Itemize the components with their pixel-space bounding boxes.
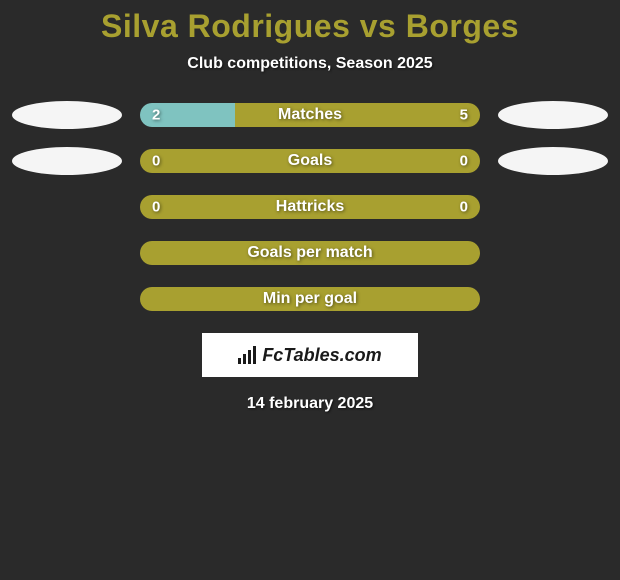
stat-value-right: 0	[460, 199, 468, 216]
stat-label: Goals per match	[247, 244, 372, 262]
spacer	[12, 193, 122, 221]
stat-row: 0 0 Goals	[0, 149, 620, 173]
player-left-marker	[12, 101, 122, 129]
player-left-marker	[12, 147, 122, 175]
stat-row: 0 0 Hattricks	[0, 195, 620, 219]
stat-row: Min per goal	[0, 287, 620, 311]
stat-value-left: 0	[152, 199, 160, 216]
stat-bar: 0 0 Goals	[140, 149, 480, 173]
stat-label: Goals	[288, 152, 332, 170]
spacer	[498, 193, 608, 221]
spacer	[12, 239, 122, 267]
player-right-marker	[498, 101, 608, 129]
spacer	[12, 285, 122, 313]
stat-value-left: 2	[152, 107, 160, 124]
stat-bar: 0 0 Hattricks	[140, 195, 480, 219]
page-title: Silva Rodrigues vs Borges	[0, 8, 620, 45]
logo-box: FcTables.com	[202, 333, 418, 377]
spacer	[498, 285, 608, 313]
stat-value-right: 5	[460, 107, 468, 124]
stat-label: Matches	[278, 106, 342, 124]
stat-value-left: 0	[152, 153, 160, 170]
stat-row: Goals per match	[0, 241, 620, 265]
stat-label: Min per goal	[263, 290, 357, 308]
stat-row: 2 5 Matches	[0, 103, 620, 127]
stat-label: Hattricks	[276, 198, 344, 216]
stat-rows: 2 5 Matches 0 0 Goals 0 0 Hattricks Goals per mat…	[0, 103, 620, 311]
chart-bars-icon	[238, 346, 258, 364]
subtitle: Club competitions, Season 2025	[0, 55, 620, 73]
stat-bar: Min per goal	[140, 287, 480, 311]
spacer	[498, 239, 608, 267]
bar-segment-right	[235, 103, 480, 127]
date-text: 14 february 2025	[0, 395, 620, 413]
comparison-infographic: Silva Rodrigues vs Borges Club competiti…	[0, 0, 620, 413]
logo-label: FcTables.com	[262, 345, 381, 366]
player-right-marker	[498, 147, 608, 175]
stat-value-right: 0	[460, 153, 468, 170]
stat-bar: 2 5 Matches	[140, 103, 480, 127]
logo: FcTables.com	[238, 345, 381, 366]
stat-bar: Goals per match	[140, 241, 480, 265]
